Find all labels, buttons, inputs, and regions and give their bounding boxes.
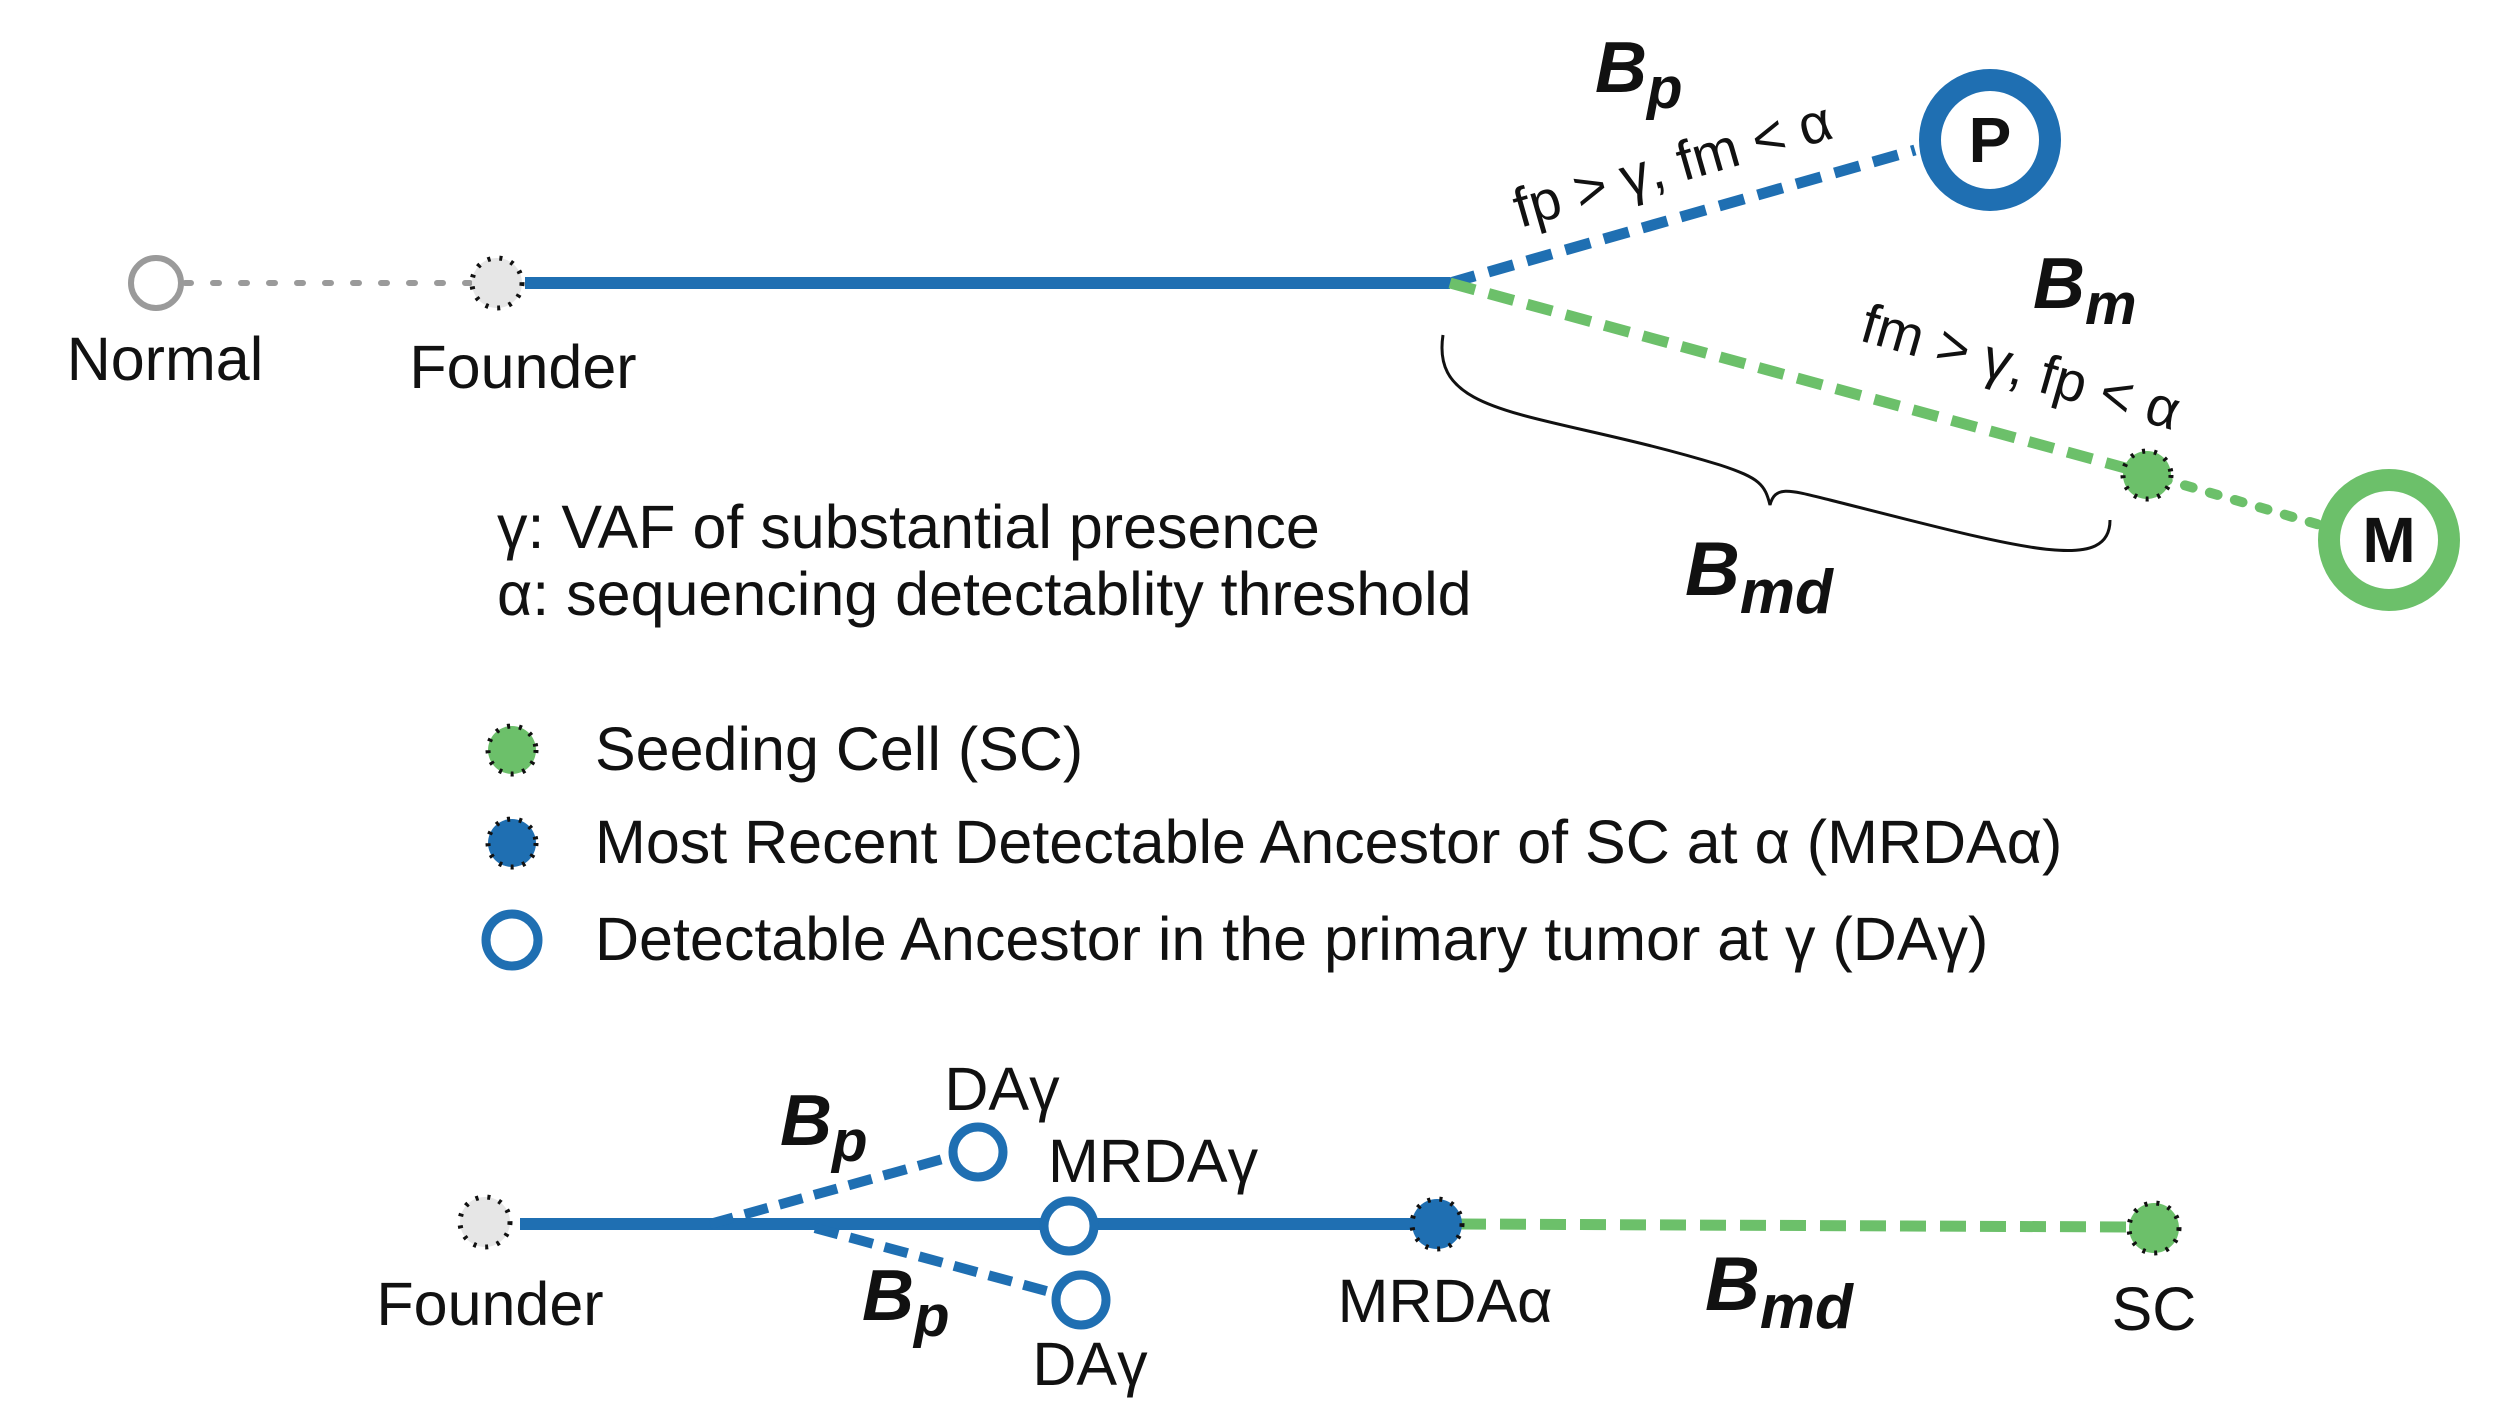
bottom-day-top-node [948,1122,1008,1182]
normal-label: Normal [67,325,264,393]
alpha-definition: α: sequencing detectablity threshold [497,560,1472,628]
bottom-mrday-node [1039,1196,1099,1256]
bp-branch-line [1448,144,1917,289]
mrda-dot [485,816,539,870]
bottom-bp-top-label: Bp [780,1081,867,1174]
metastasis-label: M [2362,504,2415,576]
bottom-day-top-label: DAγ [944,1055,1060,1123]
gamma-definition: γ: VAF of substantial presence [497,493,1320,561]
bottom-day-bottom-label: DAγ [1032,1330,1148,1398]
seeding-cell-node-top [2120,448,2174,502]
bm-label: Bm [2033,244,2137,337]
founder-node [469,255,525,311]
bottom-bmd-label: Bmd [1705,1242,1854,1342]
bottom-founder-node [457,1194,513,1250]
bottom-sc-label: SC [2112,1275,2197,1343]
bottom-founder-label: Founder [376,1270,603,1338]
legend-seeding-cell: Seeding Cell (SC) [595,715,1083,783]
seeding-cell-dot [485,723,539,777]
bottom-bp-bottom-line [813,1223,1052,1297]
bottom-bmd-line [1459,1218,2131,1233]
founder-label-top: Founder [409,333,636,401]
sc-m-link [2155,473,2325,530]
bmd-brace [1440,334,2112,552]
primary-tumor-node [1919,69,2061,211]
bmd-label: Bmd [1685,527,1834,627]
bottom-day-bottom-node [1051,1270,1111,1330]
bottom-bp-top-line [708,1152,952,1229]
metastasis-node [2318,469,2460,611]
bottom-bp-bottom-label: Bp [862,1256,949,1349]
detectable-ancestor-ring [481,909,543,971]
bottom-mrday-label: MRDAγ [1048,1127,1259,1195]
primary-tumor-label: P [1969,104,2012,176]
legend-detectable-ancestor: Detectable Ancestor in the primary tumor… [595,905,1988,973]
bottom-mrda-alpha-node [1409,1196,1465,1252]
bottom-seeding-cell-node [2126,1200,2182,1256]
bp-label: Bp [1595,28,1682,121]
legend-mrda: Most Recent Detectable Ancestor of SC at… [595,808,2062,876]
normal-node [128,255,184,311]
bottom-mrda-alpha-label: MRDAα [1338,1267,1553,1335]
bm-condition: fm > γ, fp < α [1855,291,2188,442]
